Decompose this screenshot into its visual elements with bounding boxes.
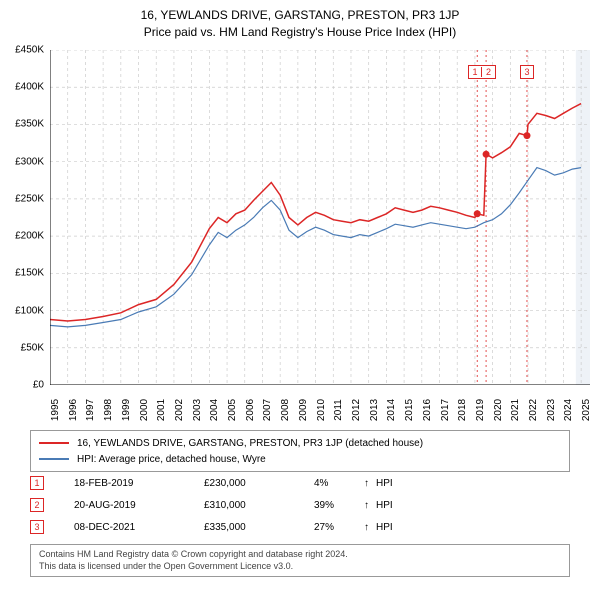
x-tick-label: 2020 bbox=[493, 399, 504, 421]
x-tick-label: 2021 bbox=[510, 399, 521, 421]
x-tick-label: 2009 bbox=[298, 399, 309, 421]
event-date: 08-DEC-2021 bbox=[74, 522, 204, 533]
x-tick-label: 2018 bbox=[457, 399, 468, 421]
y-tick-label: £0 bbox=[33, 380, 44, 391]
x-tick-label: 1997 bbox=[85, 399, 96, 421]
y-tick-label: £300K bbox=[15, 156, 44, 167]
event-hpi-label: HPI bbox=[376, 522, 406, 533]
x-tick-label: 2019 bbox=[475, 399, 486, 421]
event-hpi-label: HPI bbox=[376, 500, 406, 511]
x-tick-label: 2006 bbox=[245, 399, 256, 421]
legend-row: 16, YEWLANDS DRIVE, GARSTANG, PRESTON, P… bbox=[39, 435, 561, 451]
x-tick-label: 2014 bbox=[386, 399, 397, 421]
x-tick-label: 2025 bbox=[581, 399, 592, 421]
event-hpi-label: HPI bbox=[376, 478, 406, 489]
x-tick-label: 2000 bbox=[139, 399, 150, 421]
x-tick-label: 2015 bbox=[404, 399, 415, 421]
x-tick-label: 2007 bbox=[262, 399, 273, 421]
chart-svg bbox=[50, 50, 590, 385]
event-marker-icon: 1 bbox=[30, 476, 44, 490]
x-axis-labels: 1995 1996 1997 1998 1999 2000 2001 2002 2003 2004… bbox=[50, 388, 590, 428]
event-marker-icon: 2 bbox=[30, 498, 44, 512]
x-tick-label: 2012 bbox=[351, 399, 362, 421]
event-row: 3 08-DEC-2021 £335,000 27% ↑ HPI bbox=[30, 516, 406, 538]
event-date: 18-FEB-2019 bbox=[74, 478, 204, 489]
x-tick-label: 2017 bbox=[440, 399, 451, 421]
x-tick-label: 2001 bbox=[156, 399, 167, 421]
chart-title-subtitle: Price paid vs. HM Land Registry's House … bbox=[0, 22, 600, 39]
event-price: £230,000 bbox=[204, 478, 314, 489]
event-pct: 27% bbox=[314, 522, 364, 533]
legend: 16, YEWLANDS DRIVE, GARSTANG, PRESTON, P… bbox=[30, 430, 570, 472]
event-price: £310,000 bbox=[204, 500, 314, 511]
event-row: 2 20-AUG-2019 £310,000 39% ↑ HPI bbox=[30, 494, 406, 516]
x-tick-label: 1996 bbox=[68, 399, 79, 421]
event-pct: 39% bbox=[314, 500, 364, 511]
x-tick-label: 2011 bbox=[333, 399, 344, 421]
up-arrow-icon: ↑ bbox=[364, 522, 376, 533]
x-tick-label: 2024 bbox=[563, 399, 574, 421]
footer-line2: This data is licensed under the Open Gov… bbox=[39, 561, 561, 573]
x-tick-label: 1995 bbox=[50, 399, 61, 421]
y-axis-labels: £0£50K£100K£150K£200K£250K£300K£350K£400… bbox=[0, 50, 48, 385]
chart-title-address: 16, YEWLANDS DRIVE, GARSTANG, PRESTON, P… bbox=[0, 0, 600, 22]
y-tick-label: £50K bbox=[21, 342, 44, 353]
x-tick-label: 2013 bbox=[369, 399, 380, 421]
x-tick-label: 2008 bbox=[280, 399, 291, 421]
chart-marker-box: 12 bbox=[468, 65, 496, 79]
x-tick-label: 2002 bbox=[174, 399, 185, 421]
footer-attribution: Contains HM Land Registry data © Crown c… bbox=[30, 544, 570, 577]
up-arrow-icon: ↑ bbox=[364, 478, 376, 489]
legend-row: HPI: Average price, detached house, Wyre bbox=[39, 451, 561, 467]
y-tick-label: £450K bbox=[15, 45, 44, 56]
x-tick-label: 2022 bbox=[528, 399, 539, 421]
event-row: 1 18-FEB-2019 £230,000 4% ↑ HPI bbox=[30, 472, 406, 494]
x-tick-label: 1999 bbox=[121, 399, 132, 421]
legend-swatch bbox=[39, 458, 69, 460]
x-tick-label: 2010 bbox=[316, 399, 327, 421]
y-tick-label: £200K bbox=[15, 231, 44, 242]
y-tick-label: £150K bbox=[15, 268, 44, 279]
chart-marker-box: 3 bbox=[520, 65, 534, 79]
x-tick-label: 2016 bbox=[422, 399, 433, 421]
chart-plot-area: 12 3 bbox=[50, 50, 590, 385]
x-tick-label: 1998 bbox=[103, 399, 114, 421]
legend-label: 16, YEWLANDS DRIVE, GARSTANG, PRESTON, P… bbox=[77, 438, 423, 449]
y-tick-label: £400K bbox=[15, 82, 44, 93]
x-tick-label: 2003 bbox=[192, 399, 203, 421]
legend-swatch bbox=[39, 442, 69, 444]
footer-line1: Contains HM Land Registry data © Crown c… bbox=[39, 549, 561, 561]
event-pct: 4% bbox=[314, 478, 364, 489]
legend-label: HPI: Average price, detached house, Wyre bbox=[77, 454, 266, 465]
up-arrow-icon: ↑ bbox=[364, 500, 376, 511]
y-tick-label: £250K bbox=[15, 193, 44, 204]
y-tick-label: £100K bbox=[15, 305, 44, 316]
event-price: £335,000 bbox=[204, 522, 314, 533]
x-tick-label: 2004 bbox=[209, 399, 220, 421]
y-tick-label: £350K bbox=[15, 119, 44, 130]
events-table: 1 18-FEB-2019 £230,000 4% ↑ HPI 2 20-AUG… bbox=[30, 472, 406, 538]
x-tick-label: 2005 bbox=[227, 399, 238, 421]
x-tick-label: 2023 bbox=[546, 399, 557, 421]
event-date: 20-AUG-2019 bbox=[74, 500, 204, 511]
event-marker-icon: 3 bbox=[30, 520, 44, 534]
